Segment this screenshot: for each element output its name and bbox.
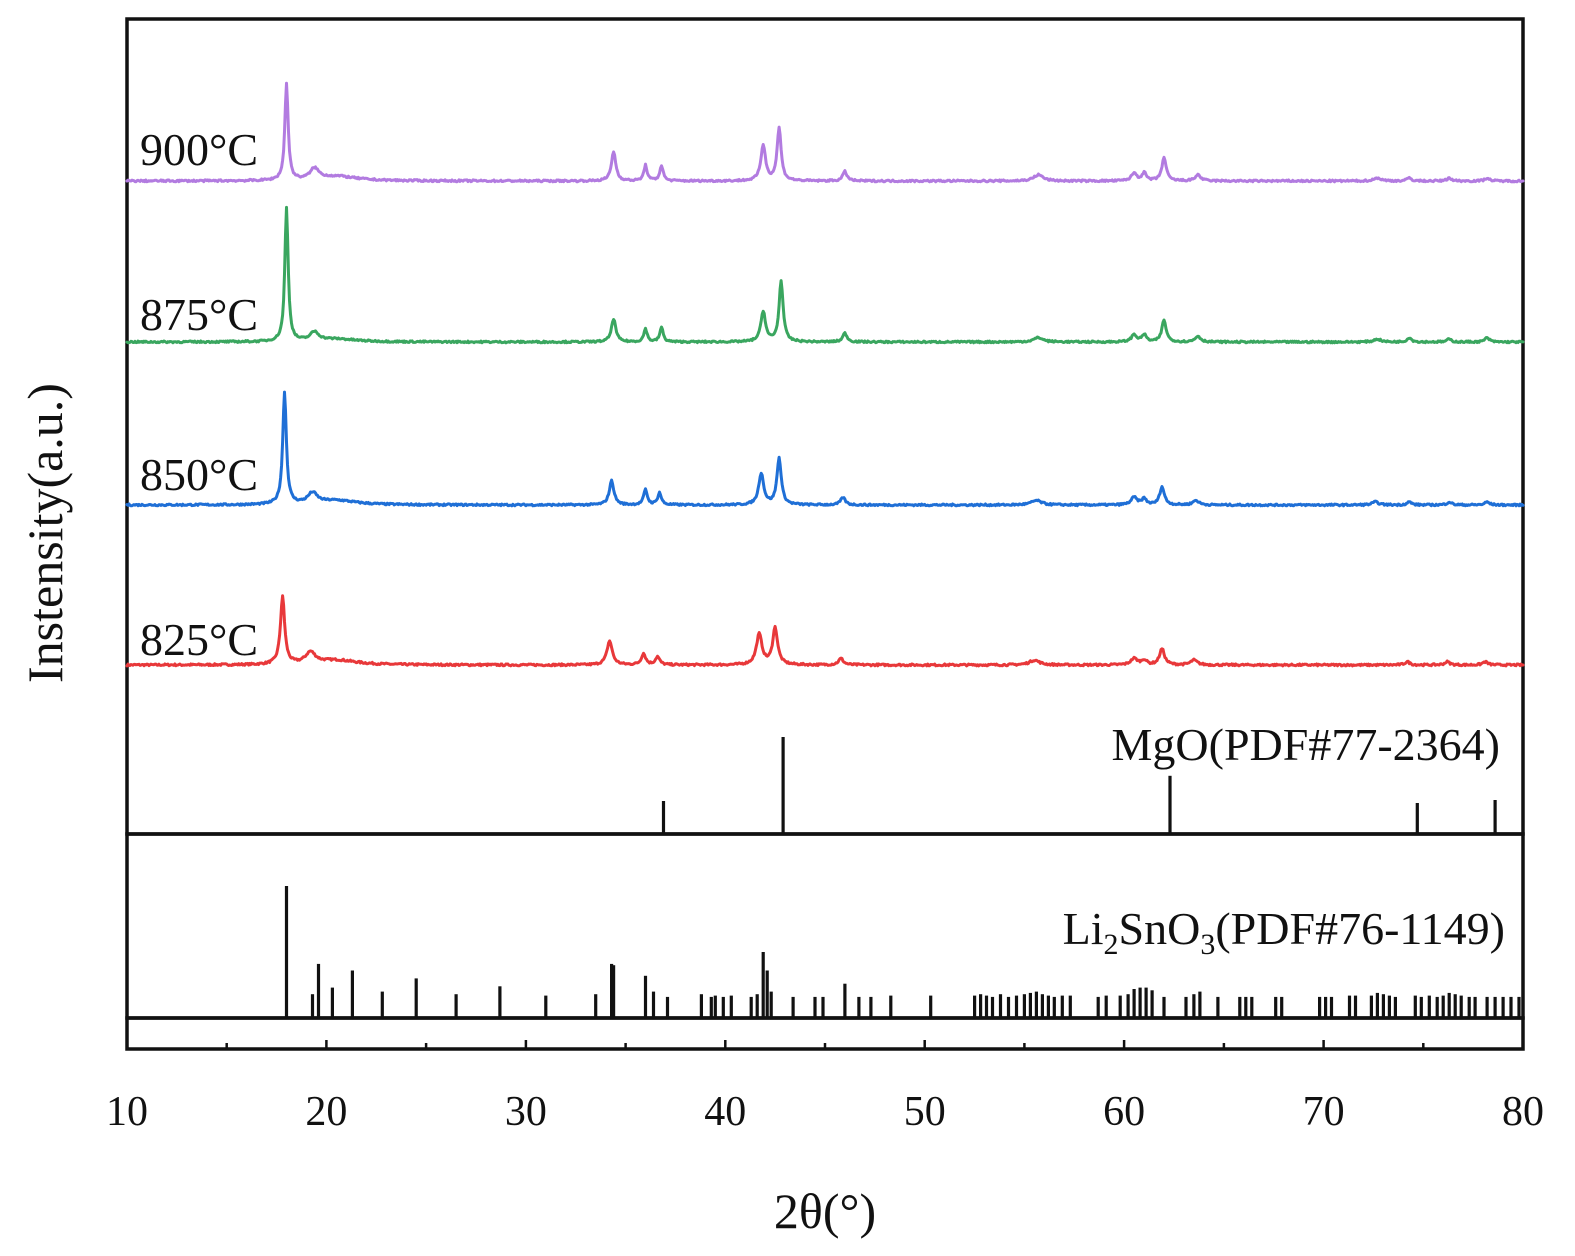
y-axis-title: Instensity(a.u.): [17, 383, 73, 683]
mgo-reference-label: MgO(PDF#77-2364): [1112, 719, 1500, 770]
li2sno3-reference-label: Li2SnO3(PDF#76-1149): [1063, 903, 1505, 961]
diffraction-traces: [125, 81, 1525, 668]
trace-825c: [125, 594, 1525, 668]
x-tick-label-50: 50: [904, 1089, 946, 1135]
series-label-900c: 900°C: [140, 124, 258, 175]
x-tick-label-80: 80: [1502, 1089, 1544, 1135]
li2sno3-label-sub-2: 3: [1200, 928, 1215, 961]
upper-panel-frame: [125, 17, 1525, 836]
li2sno3-label-part-3: (PDF#76-1149): [1215, 903, 1505, 954]
trace-850c: [125, 390, 1525, 508]
x-tick-label-60: 60: [1103, 1089, 1145, 1135]
x-tick-label-40: 40: [704, 1089, 746, 1135]
mgo-reference-lines: [661, 737, 1497, 834]
series-label-825c: 825°C: [140, 614, 258, 665]
series-label-850c: 850°C: [140, 449, 258, 500]
x-tick-label-30: 30: [505, 1089, 547, 1135]
series-labels: 825°C 850°C 875°C 900°C: [140, 124, 258, 665]
li2sno3-reference-lines: [284, 886, 1521, 1018]
x-tick-label-70: 70: [1303, 1089, 1345, 1135]
trace-875c: [125, 205, 1525, 345]
x-axis-ticks: 10 20 30 40 50 60 70 80: [106, 1040, 1544, 1135]
x-tick-label-10: 10: [106, 1089, 148, 1135]
x-axis-title: 2θ(°): [774, 1183, 876, 1239]
li2sno3-label-part-1: Li: [1063, 903, 1104, 954]
x-tick-label-20: 20: [305, 1089, 347, 1135]
li2sno3-label-sub-1: 2: [1104, 928, 1119, 961]
li2sno3-label-part-2: SnO: [1119, 903, 1201, 954]
trace-900c: [125, 81, 1525, 184]
series-label-875c: 875°C: [140, 289, 258, 340]
